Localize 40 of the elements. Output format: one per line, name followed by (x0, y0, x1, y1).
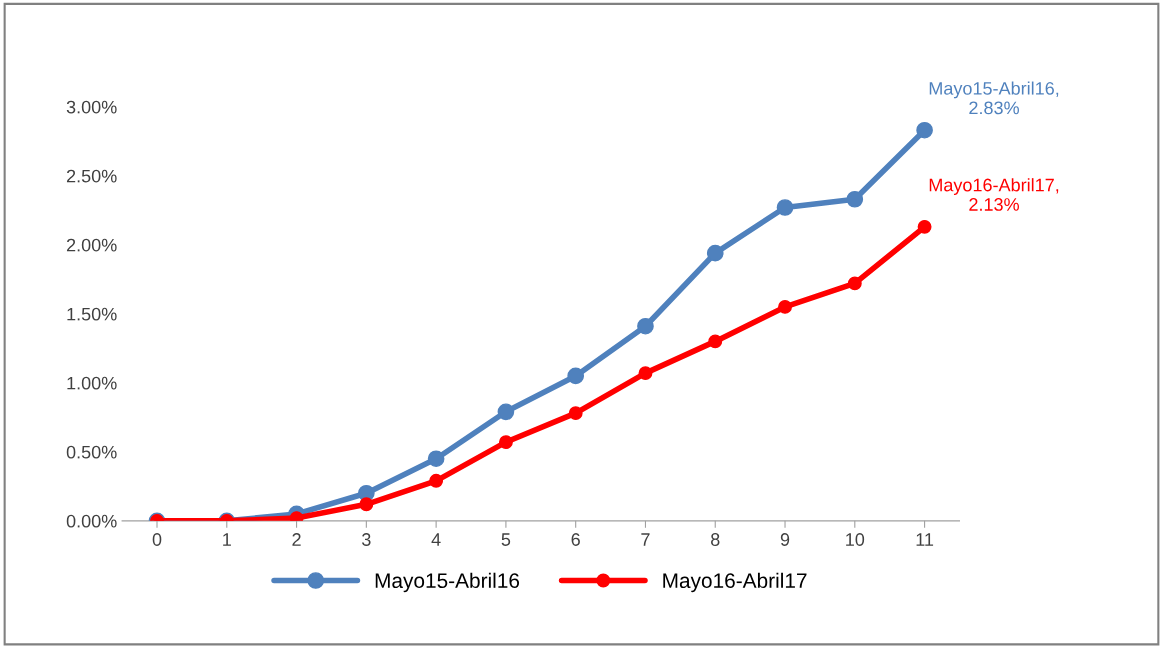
point (637, 317, 654, 335)
x-tick-label: 9 (780, 533, 790, 546)
x-tick-label: 10 (846, 533, 865, 546)
y-tick-label: 1.50% (67, 307, 117, 321)
y-tick-label: 3.00% (66, 100, 117, 114)
point (638, 366, 653, 381)
point (429, 473, 444, 488)
x-tick-label: 8 (711, 533, 720, 546)
point (847, 276, 862, 291)
point (427, 450, 445, 468)
x-tick-label: 7 (641, 533, 650, 546)
x-tick-label: 0 (152, 533, 162, 546)
x-tick-label: 5 (501, 533, 511, 546)
point (916, 121, 933, 139)
legend-label: Mayo15-Abril16 (375, 572, 520, 593)
point (706, 244, 724, 262)
point (778, 299, 792, 314)
annotation: Mayo16-Abril17, 2.13% (929, 178, 1059, 211)
point (568, 406, 583, 421)
point (359, 497, 374, 512)
y-tick-label: 0.50% (66, 445, 117, 459)
x-tick-label: 2 (292, 533, 301, 546)
point (498, 435, 513, 450)
y-tick-label: 1.00% (67, 376, 117, 390)
y-tick-label: 2.00% (66, 238, 117, 252)
x-tick-label: 6 (571, 533, 580, 546)
annotation: Mayo15-Abril16, 2.83% (929, 81, 1059, 115)
point (567, 367, 585, 385)
point (917, 219, 932, 234)
x-tick-label: 11 (916, 533, 934, 546)
point (708, 334, 723, 349)
x-tick-label: 3 (362, 533, 371, 546)
point (776, 199, 794, 216)
point (497, 403, 515, 421)
y-tick-label: 2.50% (66, 169, 117, 183)
y-tick-label: 0.00% (66, 514, 117, 528)
legend-label: Mayo16-Abril17 (663, 572, 807, 593)
point (846, 190, 864, 208)
x-tick-label: 4 (431, 533, 441, 546)
x-tick-label: 1 (223, 533, 231, 546)
